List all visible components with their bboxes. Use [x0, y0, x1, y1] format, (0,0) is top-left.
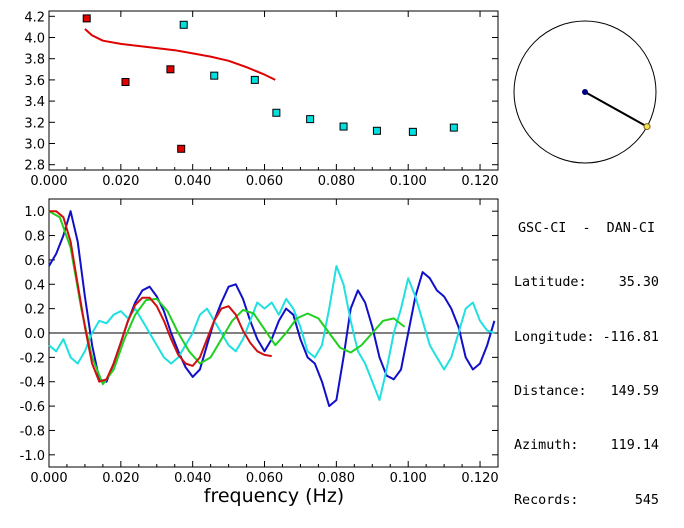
- x-tick-label: 0.020: [102, 471, 139, 486]
- info-value: 119.14: [610, 438, 659, 454]
- series-line-0: [48, 210, 496, 408]
- info-row-distance: Distance: 149.59: [514, 383, 659, 401]
- info-row-records: Records: 545: [514, 492, 659, 510]
- info-value: 35.30: [618, 275, 659, 291]
- data-point: [177, 144, 186, 153]
- y-tick-label: 3.0: [24, 138, 45, 153]
- x-tick-label: 0.080: [318, 471, 355, 486]
- series-line-2: [48, 210, 406, 386]
- y-tick-label: 0.2: [24, 303, 45, 318]
- x-tick-label: 0.020: [102, 174, 139, 189]
- azimuth-line: [584, 91, 648, 128]
- x-axis-label: frequency (Hz): [204, 485, 344, 507]
- y-tick-label: 0.8: [24, 230, 45, 245]
- station-info-panel: GSC-CI - DAN-CI Latitude: 35.30 Longitude…: [514, 184, 659, 528]
- x-tick-label: 0.040: [174, 174, 211, 189]
- series-line-2: [84, 28, 276, 81]
- y-tick-label: 0.4: [24, 278, 45, 293]
- x-tick-label: 0.120: [461, 471, 498, 486]
- y-tick-label: 0.6: [24, 254, 45, 269]
- data-point: [372, 126, 381, 135]
- data-point: [210, 71, 219, 80]
- info-label: Longitude:: [514, 329, 595, 345]
- y-tick-label: 4.2: [24, 10, 45, 25]
- info-row-latitude: Latitude: 35.30: [514, 274, 659, 292]
- y-tick-label: 2.8: [24, 159, 45, 174]
- station-center-dot: [582, 89, 588, 95]
- y-tick-label: -0.6: [20, 400, 45, 415]
- data-point: [449, 123, 458, 132]
- info-label: Records:: [514, 492, 579, 508]
- info-value: -116.81: [602, 329, 659, 345]
- y-tick-label: 3.4: [24, 95, 45, 110]
- y-tick-label: 4.0: [24, 32, 45, 47]
- station-end-dot: [643, 123, 651, 131]
- data-point: [166, 65, 175, 74]
- azimuth-circle: [513, 20, 657, 164]
- y-tick-label: -0.8: [20, 424, 45, 439]
- y-tick-label: 1.0: [24, 205, 45, 220]
- info-row-longitude: Longitude: -116.81: [514, 329, 659, 347]
- info-label: Latitude:: [514, 275, 587, 291]
- info-value: 149.59: [610, 384, 659, 400]
- data-point: [121, 78, 130, 87]
- data-point: [306, 115, 315, 124]
- data-point: [408, 127, 417, 136]
- x-tick-label: 0.060: [246, 174, 283, 189]
- azimuth-dial: [513, 20, 657, 164]
- info-label: Distance:: [514, 384, 587, 400]
- plot-frame: [48, 10, 499, 171]
- data-point: [82, 14, 91, 23]
- x-tick-label: 0.040: [174, 471, 211, 486]
- y-tick-label: -0.2: [20, 351, 45, 366]
- x-tick-label: 0.000: [30, 174, 67, 189]
- y-tick-label: 3.2: [24, 116, 45, 131]
- y-tick-label: 0.0: [24, 327, 45, 342]
- y-tick-label: 3.6: [24, 74, 45, 89]
- y-tick-label: 3.8: [24, 53, 45, 68]
- x-tick-label: 0.100: [390, 174, 427, 189]
- station-pair-title: GSC-CI - DAN-CI: [517, 221, 656, 237]
- x-tick-label: 0.080: [318, 174, 355, 189]
- x-tick-label: 0.120: [461, 174, 498, 189]
- info-value: 545: [634, 492, 659, 508]
- series-line-1: [48, 265, 495, 401]
- y-tick-label: -0.4: [20, 376, 45, 391]
- correlation-plot: 0.000 0.020 0.040 0.060 0.080 0.100 0.120 1.0 0.…: [20, 198, 499, 486]
- x-tick-label: 0.000: [30, 471, 67, 486]
- dispersion-plot: 0.000 0.020 0.040 0.060 0.080 0.100 0.120 2.8 3.…: [24, 10, 498, 189]
- info-label: Azimuth:: [514, 438, 579, 454]
- series-line-3: [49, 210, 272, 383]
- data-point: [179, 20, 188, 29]
- data-point: [272, 108, 281, 117]
- x-tick-label: 0.100: [390, 471, 427, 486]
- x-tick-label: 0.060: [246, 471, 283, 486]
- info-row-azimuth: Azimuth: 119.14: [514, 437, 659, 455]
- y-tick-label: -1.0: [20, 449, 45, 464]
- data-point: [339, 122, 348, 131]
- data-point: [250, 75, 259, 84]
